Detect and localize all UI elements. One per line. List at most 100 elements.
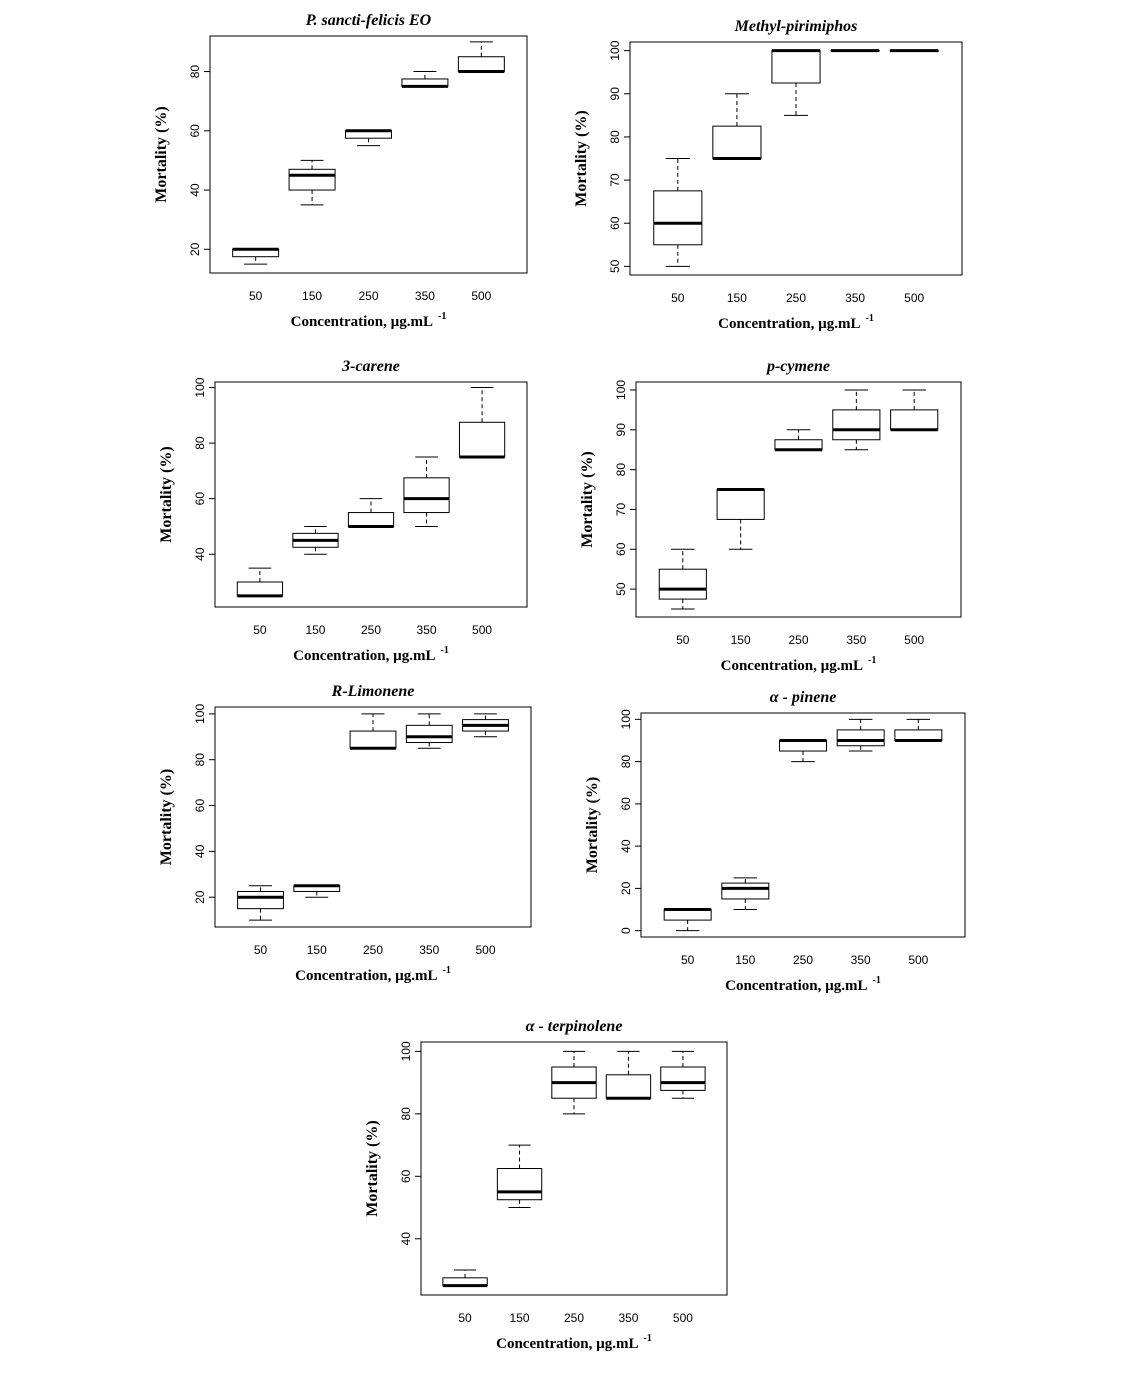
box-500 bbox=[458, 387, 506, 459]
y-tick-label: 80 bbox=[619, 755, 633, 769]
y-axis-label: Mortality (%) bbox=[584, 777, 601, 873]
y-tick-label: 60 bbox=[619, 797, 633, 811]
chart-panel: R-Limonene 20 40 60 80 100 Mortality (%) 50 150 2… bbox=[158, 683, 532, 984]
box-350 bbox=[836, 718, 885, 752]
y-tick-label: 70 bbox=[608, 173, 622, 187]
box-iqr bbox=[716, 489, 765, 520]
y-tick-label: 60 bbox=[399, 1169, 413, 1183]
y-tick-label: 70 bbox=[614, 502, 628, 516]
y-tick-label: 60 bbox=[608, 216, 622, 230]
x-tick-label: 250 bbox=[564, 1311, 584, 1325]
x-tick-label: 150 bbox=[307, 943, 327, 957]
chart-panel: α - pinene 0 20 40 60 80 100 Mortality (%) 50 150… bbox=[584, 689, 966, 994]
box-250 bbox=[347, 498, 395, 528]
x-axis-label-text: Concentration, µg.mL bbox=[725, 978, 867, 994]
box-500 bbox=[660, 1050, 706, 1099]
x-axis-label-superscript: -1 bbox=[868, 655, 876, 666]
box-500 bbox=[894, 718, 943, 742]
x-tick-label: 250 bbox=[361, 623, 381, 637]
chart-panel: p-cymene 50 60 70 80 90 100 Mortality (%) 50 150 2… bbox=[579, 358, 962, 674]
box-iqr bbox=[660, 1066, 706, 1091]
box-350 bbox=[832, 389, 881, 451]
y-tick-label: 60 bbox=[188, 124, 202, 138]
x-tick-label: 500 bbox=[904, 291, 924, 305]
box-iqr bbox=[288, 168, 336, 191]
x-tick-label: 50 bbox=[671, 291, 685, 305]
box-iqr bbox=[779, 739, 827, 752]
box-iqr bbox=[712, 125, 762, 159]
box-350 bbox=[830, 49, 880, 53]
chart-title: P. sancti-felicis EO bbox=[305, 12, 432, 29]
y-tick-label: 100 bbox=[193, 704, 207, 724]
y-tick-label: 80 bbox=[193, 436, 207, 450]
box-iqr bbox=[832, 409, 881, 441]
y-axis-label: Mortality (%) bbox=[158, 446, 175, 542]
x-tick-label: 50 bbox=[253, 623, 267, 637]
y-tick-label: 50 bbox=[614, 582, 628, 596]
x-tick-label: 50 bbox=[681, 953, 695, 967]
plot-frame bbox=[214, 706, 532, 928]
box-iqr bbox=[458, 421, 506, 458]
y-tick-label: 0 bbox=[619, 927, 633, 934]
plot-frame bbox=[214, 381, 528, 608]
box-150 bbox=[712, 93, 762, 160]
box-150 bbox=[288, 159, 336, 206]
box-50 bbox=[663, 908, 712, 932]
box-250 bbox=[345, 129, 392, 147]
y-tick-label: 20 bbox=[193, 890, 207, 904]
x-tick-label: 150 bbox=[305, 623, 325, 637]
x-tick-label: 250 bbox=[788, 633, 808, 647]
x-tick-label: 150 bbox=[510, 1311, 530, 1325]
y-tick-label: 40 bbox=[193, 844, 207, 858]
box-500 bbox=[890, 389, 939, 432]
y-tick-label: 40 bbox=[188, 183, 202, 197]
x-axis-label-text: Concentration, µg.mL bbox=[295, 968, 437, 984]
x-tick-label: 250 bbox=[793, 953, 813, 967]
box-iqr bbox=[237, 890, 284, 910]
box-350 bbox=[405, 713, 453, 749]
box-iqr bbox=[605, 1074, 652, 1099]
y-tick-label: 80 bbox=[399, 1107, 413, 1121]
y-tick-label: 20 bbox=[188, 242, 202, 256]
x-axis-label-superscript: -1 bbox=[438, 311, 446, 322]
box-350 bbox=[605, 1050, 652, 1100]
box-250 bbox=[771, 49, 821, 116]
box-50 bbox=[237, 885, 284, 921]
box-250 bbox=[551, 1050, 597, 1115]
box-iqr bbox=[894, 729, 943, 741]
y-tick-label: 100 bbox=[399, 1041, 413, 1061]
x-tick-label: 50 bbox=[676, 633, 690, 647]
x-tick-label: 500 bbox=[673, 1311, 693, 1325]
x-tick-label: 500 bbox=[472, 623, 492, 637]
y-tick-label: 90 bbox=[614, 423, 628, 437]
x-tick-label: 250 bbox=[363, 943, 383, 957]
box-iqr bbox=[403, 477, 450, 514]
y-tick-label: 90 bbox=[608, 87, 622, 101]
y-tick-label: 60 bbox=[193, 492, 207, 506]
y-tick-label: 50 bbox=[608, 259, 622, 273]
y-tick-label: 40 bbox=[193, 547, 207, 561]
y-tick-label: 40 bbox=[399, 1232, 413, 1246]
x-axis-label-superscript: -1 bbox=[644, 1333, 652, 1344]
y-axis-label: Mortality (%) bbox=[573, 110, 590, 206]
box-150 bbox=[293, 884, 341, 898]
box-500 bbox=[457, 41, 505, 74]
chart-title: Methyl-pirimiphos bbox=[734, 18, 858, 35]
chart-title: 3-carene bbox=[341, 358, 400, 375]
box-iqr bbox=[771, 50, 821, 84]
chart-title: R-Limonene bbox=[331, 683, 415, 700]
plot-frame bbox=[420, 1041, 728, 1296]
x-tick-label: 500 bbox=[475, 943, 495, 957]
x-axis-label-superscript: -1 bbox=[441, 645, 449, 656]
x-tick-label: 500 bbox=[471, 289, 491, 303]
x-tick-label: 500 bbox=[908, 953, 928, 967]
y-tick-label: 100 bbox=[619, 709, 633, 729]
box-iqr bbox=[349, 730, 397, 749]
x-tick-label: 50 bbox=[249, 289, 263, 303]
x-axis-label-superscript: -1 bbox=[443, 965, 451, 976]
box-50 bbox=[653, 158, 703, 267]
x-axis-label: Concentration, µg.mL -1 bbox=[718, 313, 874, 332]
x-axis-label: Concentration, µg.mL -1 bbox=[295, 965, 451, 984]
y-axis-label: Mortality (%) bbox=[364, 1120, 381, 1216]
